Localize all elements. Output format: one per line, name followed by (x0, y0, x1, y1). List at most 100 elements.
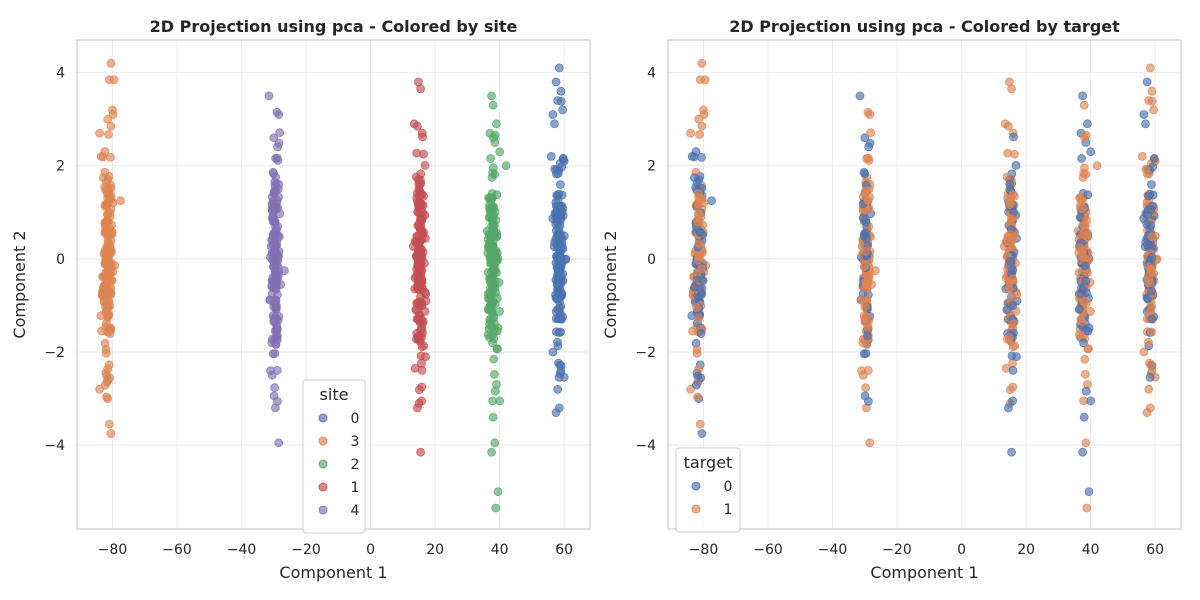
x-tick-label: 0 (957, 542, 966, 558)
data-point (488, 338, 498, 348)
data-point (1002, 305, 1012, 315)
points (95, 58, 571, 513)
data-point (693, 255, 703, 265)
data-point (1081, 169, 1091, 179)
data-point (558, 153, 568, 163)
data-point (101, 380, 110, 390)
data-point (415, 237, 425, 246)
data-point (1005, 385, 1015, 395)
x-tick-label: −80 (98, 542, 128, 558)
data-point (272, 196, 282, 205)
data-point (102, 255, 112, 265)
data-point (863, 331, 872, 341)
data-point (491, 119, 501, 129)
data-point (555, 360, 565, 370)
data-point (553, 275, 563, 285)
data-point (272, 365, 282, 375)
data-point (861, 349, 871, 358)
data-point (862, 154, 871, 163)
data-point (555, 286, 565, 296)
plot-frame (667, 39, 1182, 530)
data-point (1004, 121, 1013, 131)
data-point (694, 239, 704, 248)
data-point (1092, 161, 1102, 171)
data-point (1079, 100, 1089, 110)
data-point (488, 412, 498, 422)
data-point (413, 333, 423, 343)
data-point (271, 272, 281, 282)
data-point (551, 408, 561, 418)
x-tick-label: 0 (366, 542, 375, 558)
data-point (1141, 119, 1150, 129)
x-tick-label: −20 (291, 542, 321, 558)
data-point (688, 326, 697, 336)
data-point (1004, 403, 1013, 413)
data-point (1139, 214, 1149, 223)
y-tick-label: −4 (44, 438, 65, 454)
data-point (693, 217, 703, 227)
data-point (859, 167, 869, 177)
data-point (1077, 317, 1087, 327)
x-tick-label: −60 (162, 542, 192, 558)
data-point (860, 246, 870, 256)
data-point (1009, 132, 1018, 142)
data-point (556, 301, 566, 311)
data-point (491, 503, 501, 513)
data-point (1074, 330, 1084, 340)
data-point (865, 438, 875, 448)
data-point (274, 438, 284, 448)
data-point (697, 152, 706, 162)
data-point (556, 86, 566, 96)
data-point (269, 133, 279, 143)
legend-label: 0 (351, 411, 360, 427)
data-point (1083, 232, 1092, 242)
data-point (696, 373, 706, 383)
data-point (1079, 412, 1089, 422)
data-point (1144, 337, 1153, 347)
legend-entries: 0 3 2 1 4 (318, 411, 360, 519)
data-point (492, 344, 502, 354)
plot-area (668, 40, 1181, 529)
data-point (264, 91, 274, 101)
data-point (1008, 190, 1018, 199)
data-point (104, 419, 114, 429)
data-point (859, 262, 869, 272)
data-point (551, 77, 561, 87)
data-point (697, 121, 707, 131)
data-point (271, 340, 281, 349)
data-point (268, 311, 278, 321)
data-point (105, 329, 115, 338)
data-point (412, 148, 422, 158)
legend-title: site (320, 385, 349, 404)
data-point (558, 105, 567, 115)
data-point (1007, 84, 1016, 94)
data-point (97, 326, 106, 336)
y-tick-label: −4 (635, 438, 656, 454)
data-point (269, 391, 279, 401)
data-point (553, 384, 563, 394)
data-point (692, 303, 701, 312)
data-point (1144, 275, 1154, 285)
data-point (556, 327, 565, 337)
data-point (1081, 386, 1091, 396)
data-point (548, 214, 558, 223)
data-point (1081, 130, 1091, 140)
data-point (1147, 232, 1157, 242)
data-point (492, 232, 502, 242)
data-point (268, 167, 278, 177)
data-point (1078, 245, 1087, 255)
data-point (1081, 438, 1091, 448)
data-point (269, 302, 279, 312)
data-point (1080, 354, 1090, 364)
data-point (415, 214, 425, 224)
data-point (555, 265, 565, 275)
data-point (554, 63, 564, 73)
legend-marker (318, 505, 328, 515)
legend-label: 0 (724, 479, 733, 495)
data-point (495, 147, 505, 157)
legend: site 0 3 2 1 4 (302, 379, 366, 534)
x-tick-label: 60 (555, 542, 573, 558)
data-point (556, 180, 565, 189)
data-point (100, 147, 110, 156)
